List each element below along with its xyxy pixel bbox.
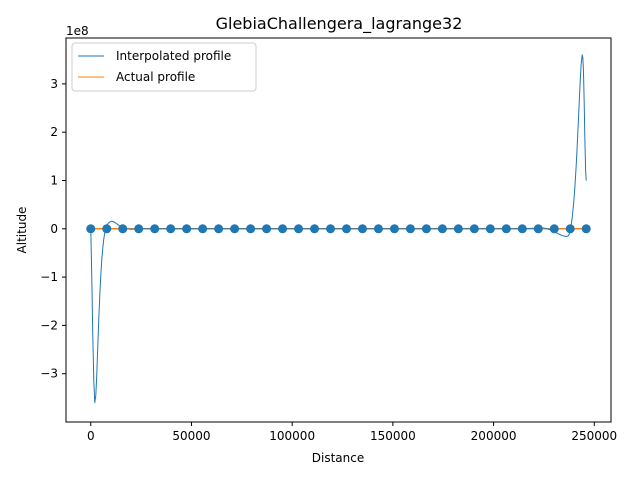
- data-point: [341, 224, 351, 234]
- x-tick-label: 100000: [269, 429, 315, 443]
- legend: Interpolated profile Actual profile: [71, 42, 257, 92]
- y-axis-ticks: −3 −2 −1 0 1 2 3: [40, 77, 66, 381]
- data-point: [150, 224, 160, 234]
- x-tick-label: 250000: [571, 429, 617, 443]
- data-point: [230, 224, 240, 234]
- data-point: [373, 224, 383, 234]
- data-point: [565, 224, 575, 234]
- data-point: [405, 224, 415, 234]
- data-point: [485, 224, 495, 234]
- y-tick-label: 1: [50, 173, 58, 187]
- plot-area: [86, 54, 591, 404]
- data-point: [182, 224, 192, 234]
- plot-frame: [65, 37, 612, 423]
- data-point: [437, 224, 447, 234]
- x-tick-label: 200000: [471, 429, 517, 443]
- data-point: [549, 224, 559, 234]
- data-point: [166, 224, 176, 234]
- y-tick-label: −3: [40, 367, 58, 381]
- x-tick-label: 150000: [370, 429, 416, 443]
- y-tick-label: 2: [50, 125, 58, 139]
- data-point: [389, 224, 399, 234]
- data-point: [421, 224, 431, 234]
- legend-box: [71, 42, 257, 92]
- data-point: [469, 224, 479, 234]
- data-point: [357, 224, 367, 234]
- data-point: [134, 224, 144, 234]
- y-tick-label: 3: [50, 77, 58, 91]
- x-axis-label: Distance: [312, 451, 364, 465]
- y-axis-offset-label: 1e8: [66, 24, 89, 38]
- data-point: [581, 224, 591, 234]
- y-tick-label: 0: [50, 222, 58, 236]
- x-tick-label: 50000: [172, 429, 210, 443]
- chart-title: GlebiaChallengera_lagrange32: [216, 14, 463, 34]
- data-point: [501, 224, 511, 234]
- data-point: [278, 224, 288, 234]
- y-axis-label: Altitude: [15, 207, 29, 254]
- data-point: [453, 224, 463, 234]
- y-tick-label: −1: [40, 270, 58, 284]
- x-tick-label: 0: [87, 429, 95, 443]
- data-point: [246, 224, 256, 234]
- y-tick-label: −2: [40, 318, 58, 332]
- data-point: [214, 224, 224, 234]
- data-point: [310, 224, 320, 234]
- data-point: [118, 224, 128, 234]
- legend-label-actual: Actual profile: [116, 70, 195, 84]
- data-point: [102, 224, 112, 234]
- legend-label-interpolated: Interpolated profile: [116, 49, 231, 63]
- data-point: [262, 224, 272, 234]
- data-point: [517, 224, 527, 234]
- data-point: [86, 224, 96, 234]
- data-point: [198, 224, 208, 234]
- data-point: [326, 224, 336, 234]
- data-point: [294, 224, 304, 234]
- x-axis-ticks: 0 50000 100000 150000 200000 250000: [87, 422, 617, 443]
- data-point: [533, 224, 543, 234]
